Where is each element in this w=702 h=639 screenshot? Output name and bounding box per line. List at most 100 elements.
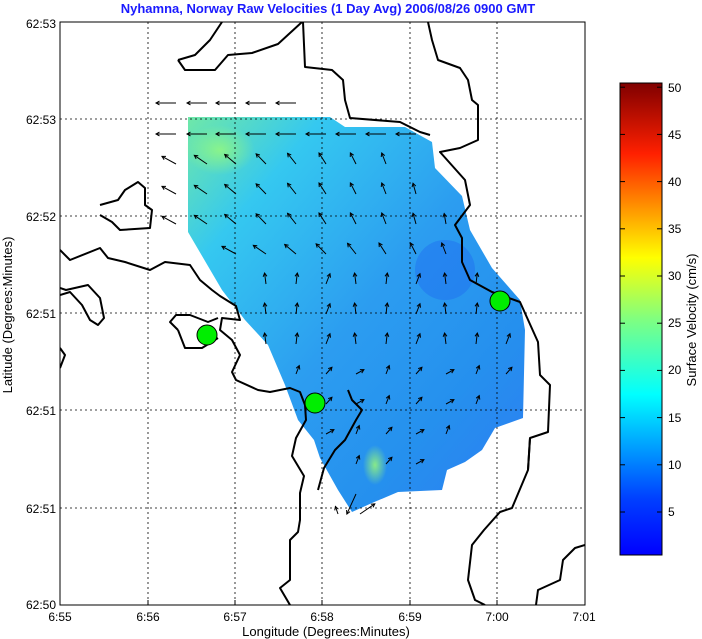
velocity-arrow xyxy=(185,100,207,106)
velocity-arrow xyxy=(223,183,237,195)
velocity-arrow xyxy=(214,131,236,137)
velocity-arrow xyxy=(252,244,267,255)
velocity-arrow xyxy=(262,332,268,345)
velocity-arrow xyxy=(415,366,423,375)
velocity-arrow xyxy=(154,100,176,106)
velocity-arrow xyxy=(295,364,301,375)
velocity-arrow xyxy=(346,493,357,515)
velocity-arrow xyxy=(244,100,266,106)
velocity-arrow xyxy=(325,272,331,285)
velocity-arrow xyxy=(415,272,421,285)
velocity-arrow xyxy=(380,152,387,165)
x-tick-label: 6:56 xyxy=(136,610,160,624)
velocity-arrow xyxy=(411,182,417,195)
y-tick-label: 62:52 xyxy=(26,210,56,224)
velocity-arrow xyxy=(442,212,448,225)
velocity-arrow xyxy=(154,131,176,137)
velocity-arrow xyxy=(161,155,177,165)
colorbar-tick-label: 30 xyxy=(668,269,682,283)
velocity-arrow xyxy=(318,152,327,165)
velocity-arrow xyxy=(318,182,327,195)
y-tick-label: 62:51 xyxy=(26,502,56,516)
colorbar-tick-label: 35 xyxy=(668,222,682,236)
velocity-arrow xyxy=(221,245,237,255)
colorbar-tick-label: 5 xyxy=(668,505,675,519)
velocity-arrow xyxy=(415,332,421,345)
velocity-arrow xyxy=(355,424,361,435)
velocity-arrow xyxy=(334,505,339,515)
velocity-arrow xyxy=(349,152,357,165)
velocity-arrow xyxy=(315,243,327,255)
velocity-arrow xyxy=(352,302,358,315)
velocity-arrow xyxy=(385,426,393,435)
y-tick-label: 62:51 xyxy=(26,404,56,418)
velocity-arrow xyxy=(442,332,448,345)
velocity-arrow xyxy=(355,369,365,375)
velocity-arrow xyxy=(161,215,177,225)
velocity-arrow xyxy=(262,302,268,315)
velocity-arrow xyxy=(415,396,423,405)
velocity-arrow xyxy=(384,272,390,285)
velocity-arrow xyxy=(352,272,358,285)
velocity-arrow xyxy=(380,212,387,225)
velocity-arrow xyxy=(505,332,511,345)
velocity-arrow xyxy=(384,302,390,315)
station-marker xyxy=(196,324,218,346)
x-tick-label: 6:55 xyxy=(48,610,72,624)
velocity-arrow xyxy=(445,369,455,375)
velocity-arrow xyxy=(286,152,297,165)
velocity-hotspot xyxy=(363,445,387,485)
velocity-arrow xyxy=(440,242,447,255)
velocity-arrow xyxy=(415,429,425,435)
velocity-arrow xyxy=(274,100,296,106)
station-marker xyxy=(489,290,511,312)
chart-title: Nyhamna, Norway Raw Velocities (1 Day Av… xyxy=(121,1,536,16)
x-tick-label: 7:01 xyxy=(572,610,596,624)
velocity-arrow xyxy=(474,332,480,345)
velocity-arrow xyxy=(474,272,480,285)
station-marker xyxy=(304,392,326,414)
velocity-arrows xyxy=(154,100,513,515)
x-axis-label: Longitude (Degrees:Minutes) xyxy=(242,624,410,639)
gridlines xyxy=(60,22,585,605)
velocity-arrow xyxy=(474,302,480,315)
velocity-arrow xyxy=(442,302,448,315)
velocity-arrow xyxy=(325,366,333,375)
velocity-arrow xyxy=(352,332,358,345)
velocity-arrow xyxy=(385,456,393,465)
velocity-lowspot xyxy=(415,240,475,300)
velocity-arrow xyxy=(325,396,333,405)
velocity-arrow xyxy=(355,399,365,405)
velocity-arrow xyxy=(385,394,391,405)
velocity-hotspot xyxy=(185,125,255,175)
coastline xyxy=(60,22,585,605)
colorbar-tick-label: 10 xyxy=(668,458,682,472)
velocity-arrow xyxy=(411,212,417,225)
velocity-arrow xyxy=(359,503,376,515)
velocity-arrow xyxy=(475,364,481,375)
velocity-arrow xyxy=(415,459,425,465)
y-tick-label: 62:51 xyxy=(26,307,56,321)
y-tick-label: 62:53 xyxy=(26,113,56,127)
colorbar-tick-label: 40 xyxy=(668,175,682,189)
radar-stations xyxy=(196,290,511,414)
velocity-arrow xyxy=(255,213,267,225)
x-tick-label: 6:58 xyxy=(310,610,334,624)
velocity-arrow xyxy=(380,182,387,195)
velocity-arrow xyxy=(286,182,297,195)
velocity-arrow xyxy=(193,184,208,195)
velocity-arrow xyxy=(185,131,207,137)
velocity-arrow xyxy=(355,454,361,465)
velocity-arrow xyxy=(445,399,455,405)
velocity-arrow xyxy=(214,100,236,106)
velocity-arrow xyxy=(294,272,300,285)
y-tick-label: 62:53 xyxy=(26,17,56,31)
velocity-arrow xyxy=(349,212,357,225)
velocity-arrow xyxy=(445,424,451,435)
colorbar-tick-label: 25 xyxy=(668,316,682,330)
velocity-arrow xyxy=(385,364,391,375)
velocity-arrow xyxy=(475,394,481,405)
colorbar-tick-label: 15 xyxy=(668,411,682,425)
velocity-arrow xyxy=(193,154,208,165)
